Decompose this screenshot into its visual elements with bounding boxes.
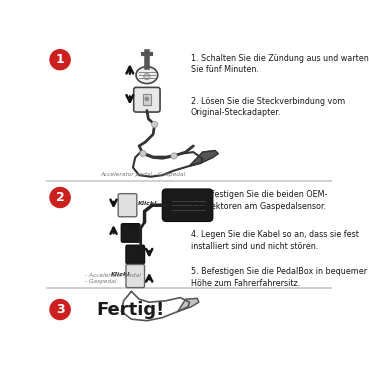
FancyBboxPatch shape [118,194,137,217]
Text: 1: 1 [56,53,65,66]
Text: - Accelerator pedal
- Gaspedal: - Accelerator pedal - Gaspedal [85,273,141,284]
Text: Klick!: Klick! [138,201,158,206]
FancyBboxPatch shape [162,189,213,221]
Circle shape [171,153,177,159]
FancyBboxPatch shape [121,224,140,242]
Polygon shape [178,299,199,311]
Text: Klick!: Klick! [110,272,130,277]
Text: 3: 3 [56,303,64,316]
Text: Fertig!: Fertig! [97,300,165,318]
FancyBboxPatch shape [126,265,145,287]
Text: 2. Lösen Sie die Steckverbindung vom
Original-Steckadapter.: 2. Lösen Sie die Steckverbindung vom Ori… [190,97,345,117]
Text: 5. Befestigen Sie die PedalBox in bequemer
Höhe zum Fahrerfahrersitz.: 5. Befestigen Sie die PedalBox in bequem… [190,267,367,287]
Circle shape [144,73,150,80]
FancyBboxPatch shape [134,87,160,112]
Text: 1. Schalten Sie die Zündung aus und warten
Sie fünf Minuten.: 1. Schalten Sie die Zündung aus und wart… [190,54,368,74]
Circle shape [145,97,148,100]
FancyBboxPatch shape [126,245,145,264]
FancyBboxPatch shape [143,94,151,105]
Circle shape [50,50,70,70]
Ellipse shape [136,67,158,83]
Text: 2: 2 [56,191,65,204]
Text: 3. Befestigen Sie die beiden OEM-
Konnektoren am Gaspedalsensor.: 3. Befestigen Sie die beiden OEM- Konnek… [190,190,327,211]
Circle shape [50,187,70,207]
Circle shape [50,300,70,320]
Text: 4. Legen Sie die Kabel so an, dass sie fest
installiert sind und nicht stören.: 4. Legen Sie die Kabel so an, dass sie f… [190,230,358,251]
Circle shape [152,121,158,127]
Circle shape [140,151,146,157]
Text: Accelerator pedal - Gaspedal: Accelerator pedal - Gaspedal [100,172,186,177]
Polygon shape [190,151,218,166]
